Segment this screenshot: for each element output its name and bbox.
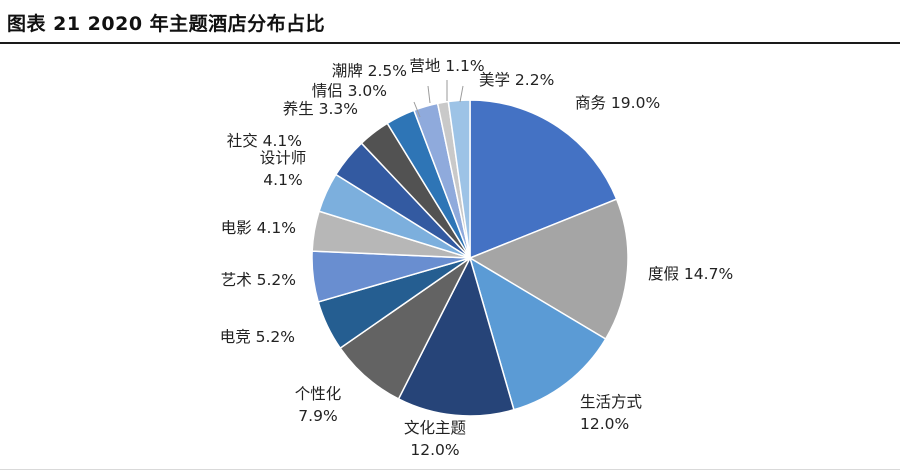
slice-label-line: 养生 3.3% xyxy=(283,100,358,118)
slice-label-line: 文化主题 xyxy=(404,419,466,437)
leader-line-潮牌 xyxy=(427,85,431,104)
slice-label-生活方式: 生活方式 12.0% xyxy=(580,393,642,433)
slice-label-line: 社交 4.1% xyxy=(227,132,302,150)
leader-lines xyxy=(413,80,464,118)
slice-label-设计师: 设计师 4.1% xyxy=(260,149,307,189)
pie-slice-商务 xyxy=(469,99,618,260)
slice-label-line: 12.0% xyxy=(410,441,459,459)
pie-slice-文化主题 xyxy=(397,255,515,417)
slice-label-line: 个性化 xyxy=(295,385,342,403)
slice-label-艺术: 艺术 5.2% xyxy=(221,271,296,289)
slice-label-文化主题: 文化主题 12.0% xyxy=(404,419,466,459)
slice-label-line: 生活方式 xyxy=(580,393,642,411)
slice-label-电竞: 电竞 5.2% xyxy=(220,328,295,346)
slice-label-line: 情侣 3.0% xyxy=(312,82,387,100)
slice-label-电影: 电影 4.1% xyxy=(221,219,296,237)
slice-label-个性化: 个性化 7.9% xyxy=(295,385,342,425)
slice-label-line: 7.9% xyxy=(298,407,337,425)
slice-label-社交: 社交 4.1% xyxy=(227,132,302,150)
leader-line-情侣 xyxy=(413,101,421,118)
pie-slice-生活方式 xyxy=(468,256,607,411)
slice-label-营地: 营地 1.1% xyxy=(409,57,484,75)
slice-label-line: 商务 19.0% xyxy=(575,94,660,112)
bottom-divider xyxy=(0,469,900,470)
slice-label-line: 艺术 5.2% xyxy=(221,271,296,289)
slice-label-line: 设计师 xyxy=(260,149,307,167)
slice-labels: 商务 19.0% 度假 14.7% 生活方式 12.0% 文化主题 12.0% 个性化 7.9… xyxy=(220,57,733,459)
title-divider xyxy=(0,42,900,44)
chart-title: 图表 21 2020 年主题酒店分布占比 xyxy=(7,13,326,35)
slice-label-商务: 商务 19.0% xyxy=(575,94,660,112)
slice-label-养生: 养生 3.3% xyxy=(283,100,358,118)
leader-line-美学 xyxy=(459,85,464,103)
slice-label-line: 电影 4.1% xyxy=(221,219,296,237)
pie-slices xyxy=(311,99,629,417)
slice-label-line: 度假 14.7% xyxy=(648,265,733,283)
slice-label-line: 12.0% xyxy=(580,415,629,433)
pie-slice-美学 xyxy=(447,99,471,259)
slice-label-度假: 度假 14.7% xyxy=(648,265,733,283)
pie-slice-度假 xyxy=(468,198,629,341)
slice-label-情侣: 情侣 3.0% xyxy=(312,82,387,100)
slice-label-line: 营地 1.1% xyxy=(409,57,484,75)
slice-label-美学: 美学 2.2% xyxy=(479,71,554,89)
slice-label-line: 潮牌 2.5% xyxy=(332,62,407,80)
slice-label-line: 美学 2.2% xyxy=(479,71,554,89)
slice-label-潮牌: 潮牌 2.5% xyxy=(332,62,407,80)
slice-label-line: 4.1% xyxy=(263,171,302,189)
slice-label-line: 电竞 5.2% xyxy=(220,328,295,346)
